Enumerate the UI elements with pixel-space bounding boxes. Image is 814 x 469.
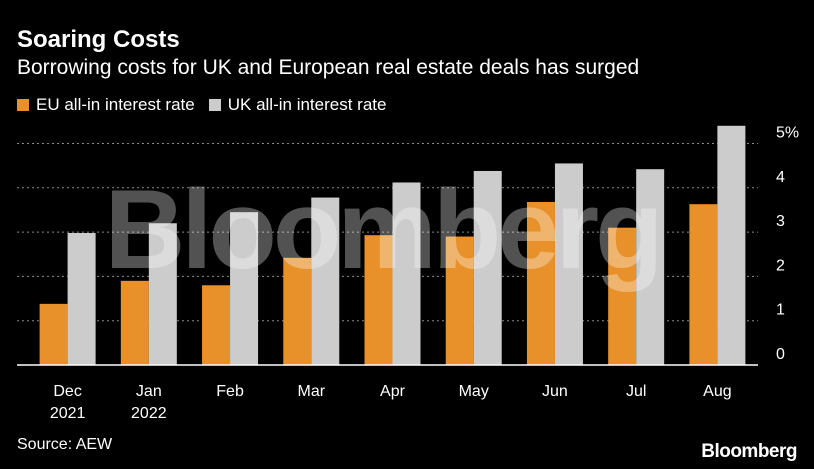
bar-uk: [554, 163, 583, 365]
x-tick-label: Apr: [380, 383, 406, 400]
x-tick-label: Aug: [703, 383, 731, 400]
chart-subtitle: Borrowing costs for UK and European real…: [17, 56, 640, 79]
bar-uk: [636, 169, 665, 365]
legend-swatch-eu: [17, 99, 29, 111]
bar-eu: [202, 285, 231, 365]
bar-eu: [689, 204, 718, 365]
bar-uk: [717, 125, 746, 365]
x-tick-label: Jun: [542, 383, 568, 400]
y-tick-label: 5%: [776, 125, 799, 142]
legend-item-eu: EU all-in interest rate: [17, 95, 195, 115]
x-tick-label: Jan: [136, 383, 162, 400]
source-note: Source: AEW: [17, 436, 113, 453]
x-tick-label: Dec: [53, 383, 81, 400]
bloomberg-logo: Bloomberg: [701, 441, 797, 462]
bar-uk: [473, 170, 502, 365]
bar-eu: [608, 227, 637, 365]
bar-eu: [445, 236, 474, 365]
bar-uk: [392, 182, 421, 365]
bar-eu: [39, 303, 68, 365]
bar-eu: [283, 257, 312, 365]
legend-label-eu: EU all-in interest rate: [36, 95, 195, 114]
legend-swatch-uk: [208, 99, 221, 111]
x-tick-label: May: [459, 383, 489, 400]
bloomberg-watermark: Bloomberg: [104, 167, 659, 292]
bar-eu: [120, 280, 149, 365]
chart-title: Soaring Costs: [17, 26, 180, 53]
legend-label-uk: UK all-in interest rate: [227, 95, 387, 114]
x-tick-label: Jul: [626, 383, 646, 400]
x-tick-label: 2021: [50, 405, 86, 422]
y-tick-label: 2: [776, 257, 785, 274]
bar-uk: [311, 197, 340, 365]
bar-uk: [67, 232, 96, 365]
legend-item-uk: UK all-in interest rate: [208, 95, 387, 115]
y-tick-label: 1: [776, 302, 785, 319]
bar-uk: [230, 212, 259, 365]
legend: EU all-in interest rate UK all-in intere…: [17, 95, 400, 115]
x-tick-label: Feb: [216, 383, 244, 400]
bar-eu: [526, 201, 555, 365]
y-tick-label: 4: [776, 169, 785, 186]
bar-uk: [148, 223, 177, 365]
x-tick-label: Mar: [297, 383, 325, 400]
bar-eu: [364, 235, 393, 365]
y-tick-label: 0: [776, 346, 785, 363]
x-tick-label: 2022: [131, 405, 167, 422]
y-tick-label: 3: [776, 213, 785, 230]
